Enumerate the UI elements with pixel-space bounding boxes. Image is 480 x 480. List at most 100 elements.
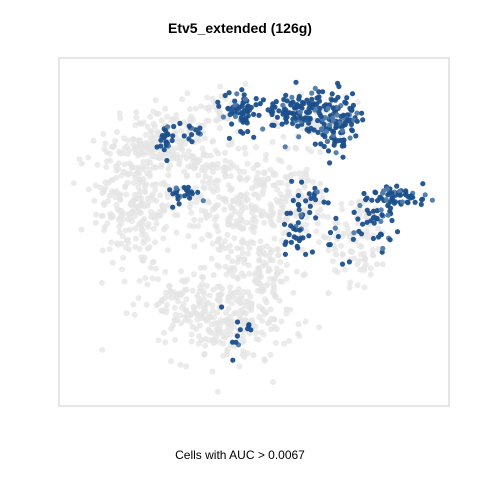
high-auc-cell-point: [359, 110, 365, 116]
high-auc-cell-point: [323, 187, 329, 193]
background-cell-point: [78, 160, 85, 167]
high-auc-cell-point: [349, 107, 355, 113]
background-cell-point: [261, 356, 268, 363]
background-cell-point: [133, 208, 140, 215]
background-cell-point: [242, 80, 249, 87]
high-auc-cell-point: [282, 241, 288, 247]
high-auc-cell-point: [189, 132, 195, 138]
background-cell-point: [236, 175, 243, 181]
high-auc-cell-point: [170, 204, 176, 210]
background-cell-point: [139, 231, 145, 238]
high-auc-cell-point: [187, 195, 193, 201]
high-auc-cell-point: [340, 123, 346, 129]
high-auc-cell-point: [287, 210, 293, 216]
high-auc-cell-point: [295, 220, 301, 226]
background-cell-point: [203, 300, 210, 307]
background-cell-point: [190, 303, 197, 310]
background-cell-point: [158, 181, 165, 187]
background-cell-point: [179, 96, 186, 103]
background-cell-point: [217, 83, 224, 90]
high-auc-cell-point: [232, 98, 238, 104]
background-cell-point: [240, 348, 247, 355]
background-cell-point: [214, 161, 221, 167]
high-auc-cell-point: [293, 235, 299, 241]
background-cell-point: [123, 310, 130, 317]
background-cell-point: [209, 368, 216, 375]
background-cell-point: [159, 202, 166, 209]
high-auc-cell-point: [165, 124, 171, 130]
high-auc-cell-point: [200, 198, 206, 204]
background-cell-point: [204, 94, 211, 101]
background-cell-point: [286, 189, 293, 196]
background-cell-point: [145, 158, 152, 165]
background-cell-point: [354, 282, 361, 289]
high-auc-cell-point: [333, 124, 339, 131]
background-cell-point: [367, 271, 374, 278]
background-cell-point: [149, 275, 156, 282]
background-cell-point: [210, 179, 217, 186]
background-cell-point: [367, 265, 374, 272]
background-cell-point: [273, 265, 280, 272]
background-cell-point: [174, 212, 181, 219]
background-cell-point: [246, 304, 253, 311]
high-auc-cell-point: [288, 239, 294, 245]
high-auc-cell-point: [229, 109, 235, 115]
background-cell-point: [206, 327, 213, 334]
high-auc-cell-point: [222, 92, 228, 99]
background-cell-point: [338, 242, 345, 249]
background-cell-point: [238, 245, 245, 252]
high-auc-cell-point: [335, 233, 341, 240]
background-cell-point: [183, 363, 190, 370]
background-cell-point: [223, 164, 230, 171]
high-auc-cell-point: [420, 181, 426, 187]
background-cell-point: [351, 255, 358, 262]
background-cell-point: [222, 157, 229, 164]
background-cell-point: [122, 169, 129, 176]
background-cell-point: [230, 223, 237, 230]
background-cell-point: [118, 207, 125, 214]
background-cell-point: [229, 185, 235, 192]
background-cell-point: [293, 145, 300, 152]
background-cell-point: [227, 284, 234, 291]
background-cell-point: [241, 144, 248, 151]
background-cell-point: [214, 320, 221, 326]
background-cell-point: [160, 235, 167, 242]
background-cell-point: [185, 233, 192, 240]
high-auc-cell-point: [347, 135, 353, 141]
high-auc-cell-point: [387, 190, 393, 196]
background-cell-point: [133, 144, 140, 151]
background-cell-point: [188, 338, 195, 345]
background-cell-point: [211, 216, 218, 223]
high-auc-cell-point: [295, 123, 301, 129]
high-auc-cell-point: [306, 105, 312, 111]
background-cell-point: [189, 323, 196, 330]
background-cell-point: [133, 109, 140, 116]
background-cell-point: [177, 312, 184, 319]
background-cell-point: [319, 194, 326, 201]
high-auc-cell-point: [226, 135, 232, 141]
background-cell-point: [246, 245, 253, 252]
background-cell-point: [178, 320, 185, 327]
background-cell-point: [90, 137, 97, 144]
high-auc-cell-point: [298, 212, 304, 218]
background-cell-point: [182, 317, 189, 324]
high-auc-cell-point: [170, 133, 176, 139]
background-cell-point: [192, 105, 199, 112]
high-auc-cell-point: [327, 122, 333, 128]
high-auc-cell-point: [251, 111, 257, 117]
high-auc-cell-point: [378, 207, 384, 213]
high-auc-cell-point: [380, 190, 386, 196]
high-auc-cell-point: [303, 251, 309, 257]
high-auc-cell-point: [234, 91, 240, 97]
background-cell-point: [310, 179, 316, 185]
high-auc-cell-point: [286, 231, 292, 238]
background-cell-point: [138, 202, 144, 209]
background-cell-point: [257, 238, 264, 245]
background-cell-point: [99, 346, 106, 353]
background-cell-point: [117, 115, 124, 122]
background-cell-point: [178, 268, 184, 275]
background-cell-point: [210, 286, 217, 293]
background-cell-point: [173, 112, 180, 118]
background-cell-point: [278, 268, 285, 275]
high-auc-cell-point: [319, 126, 325, 132]
